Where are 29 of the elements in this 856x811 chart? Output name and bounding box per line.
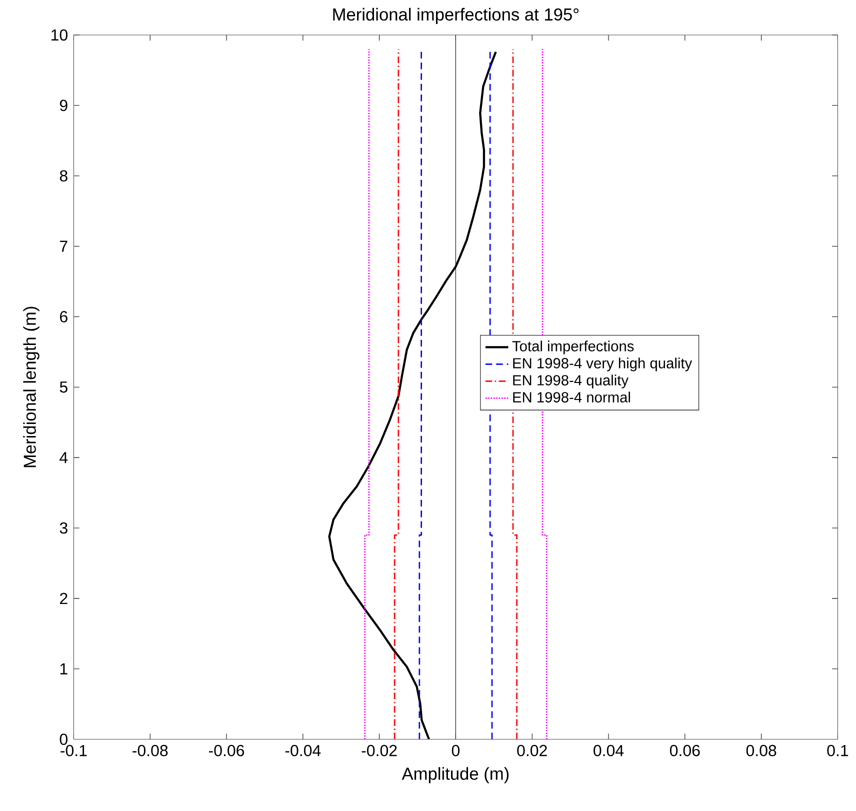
- y-tick-label: 0: [60, 734, 68, 745]
- y-tick-label: 3: [60, 522, 68, 534]
- y-tick-label: 5: [60, 382, 68, 393]
- y-tick-label: 8: [60, 170, 68, 182]
- y-tick-label: 7: [60, 240, 68, 252]
- x-tick-label: -0.06: [208, 744, 244, 756]
- y-tick-label: 10: [52, 29, 68, 41]
- x-tick-label: 0.06: [670, 744, 700, 756]
- x-tick-label: 0.08: [746, 744, 776, 756]
- y-tick-label: 6: [60, 311, 68, 322]
- legend-label: Total imperfections: [512, 340, 634, 354]
- x-tick-label: 0: [452, 744, 460, 756]
- x-tick-label: 0.02: [517, 744, 547, 756]
- x-tick-label: 0.04: [594, 744, 624, 756]
- y-tick-label: 9: [60, 100, 68, 112]
- y-axis-title: Meridional length (m): [23, 306, 40, 468]
- x-tick-label: -0.1: [60, 744, 87, 756]
- x-tick-label: 0.1: [827, 744, 848, 756]
- chart-title: Meridional imperfections at 195°: [333, 8, 579, 24]
- x-tick-label: -0.02: [362, 744, 397, 756]
- y-tick-label: 2: [60, 592, 68, 604]
- y-tick-label: 4: [60, 452, 68, 464]
- x-tick-label: -0.08: [132, 744, 168, 756]
- x-tick-label: -0.04: [285, 744, 321, 756]
- y-tick-label: 1: [60, 663, 68, 674]
- legend-label: EN 1998-4 normal: [513, 392, 630, 402]
- x-axis-title: Amplitude (m): [402, 767, 509, 784]
- legend-label: EN 1998-4 quality: [513, 374, 629, 388]
- legend-label: EN 1998-4 very high quality: [513, 358, 692, 372]
